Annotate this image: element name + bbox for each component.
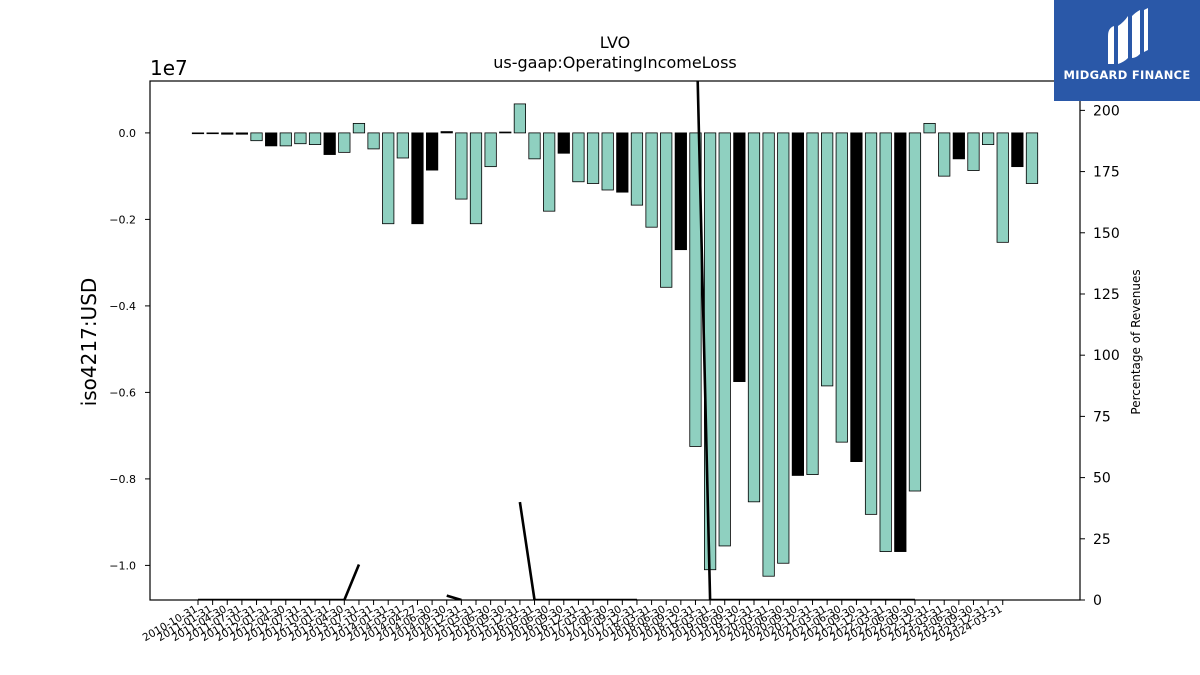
bar-23 — [528, 132, 541, 160]
bar-48 — [894, 132, 907, 552]
bar-22 — [513, 103, 527, 134]
bar-4 — [250, 132, 263, 142]
y-tick-label-3: −0.6 — [109, 386, 136, 399]
bar-6 — [279, 132, 292, 147]
bar-10 — [338, 132, 351, 153]
bar-36 — [718, 132, 731, 547]
line-series-group — [198, 81, 915, 600]
bar-14 — [396, 132, 409, 159]
line-segment-0 — [198, 564, 361, 600]
bar-9 — [323, 132, 336, 155]
chart-title: LVO — [600, 33, 630, 52]
bar-39 — [762, 132, 775, 577]
y2-tick-label-7: 175 — [1093, 165, 1120, 181]
y-tick-label-1: −0.2 — [109, 213, 136, 226]
bar-52 — [952, 132, 965, 160]
y-offset-text: 1e7 — [150, 56, 188, 80]
bar-56 — [1011, 132, 1024, 168]
bar-26 — [572, 132, 585, 183]
bar-24 — [543, 132, 556, 212]
bar-3 — [235, 132, 249, 135]
bar-31 — [645, 132, 658, 228]
bar-51 — [938, 132, 951, 177]
y2-tick-label-4: 100 — [1093, 348, 1120, 364]
line-segment-2 — [518, 501, 637, 600]
bar-42 — [806, 132, 819, 475]
bar-47 — [879, 132, 892, 552]
y-tick-label-0: 0.0 — [119, 127, 137, 140]
bar-53 — [967, 132, 980, 171]
y-tick-label-4: −0.8 — [109, 473, 136, 486]
y-ticks-group: 0.0 −0.2 −0.4 −0.6 −0.8 −1.0 — [109, 127, 150, 572]
bar-45 — [850, 132, 863, 463]
bar-17 — [440, 131, 453, 134]
bar-57 — [1025, 132, 1039, 184]
bar-27 — [586, 132, 600, 184]
bar-16 — [425, 132, 439, 171]
bar-28 — [601, 132, 614, 191]
bar-37 — [733, 132, 746, 382]
bar-46 — [864, 132, 878, 515]
bar-5 — [265, 132, 278, 147]
midgard-finance-logo: MIDGARD FINANCE — [1054, 0, 1200, 101]
bar-43 — [821, 132, 834, 387]
bar-1 — [206, 132, 219, 135]
x-ticks-group: 2010-10-312011-01-312011-04-302011-07-31… — [141, 600, 1004, 644]
y2-tick-label-8: 200 — [1093, 103, 1120, 119]
bar-49 — [908, 132, 922, 492]
bar-40 — [777, 132, 790, 564]
bar-30 — [630, 132, 644, 206]
bar-34 — [689, 132, 702, 447]
bar-35 — [704, 132, 717, 571]
y-tick-label-2: −0.4 — [109, 300, 136, 313]
y2-tick-label-2: 50 — [1093, 471, 1111, 487]
bar-2 — [221, 132, 234, 135]
bar-18 — [455, 132, 468, 200]
bar-38 — [747, 132, 761, 503]
bar-33 — [674, 132, 687, 251]
bar-54 — [982, 132, 995, 145]
bar-15 — [411, 132, 424, 225]
chart-subtitle: us-gaap:OperatingIncomeLoss — [493, 53, 737, 72]
y-axis-label: iso4217:USD — [77, 278, 101, 407]
bar-11 — [352, 122, 366, 134]
bar-29 — [616, 132, 629, 193]
y2-axis-label: Percentage of Revenues — [1129, 269, 1143, 414]
bar-20 — [484, 132, 497, 168]
bar-25 — [557, 132, 570, 154]
y2-tick-label-3: 75 — [1093, 409, 1111, 425]
logo-text: MIDGARD FINANCE — [1063, 68, 1191, 82]
y2-tick-label-0: 0 — [1093, 593, 1102, 609]
plot-frame — [149, 80, 1081, 601]
bar-12 — [367, 132, 380, 150]
y2-tick-label-6: 150 — [1093, 226, 1120, 242]
bar-0 — [191, 132, 205, 135]
bar-55 — [996, 132, 1009, 243]
y2-ticks-group: 0 25 50 75 100 125 150 175 200 — [1080, 103, 1120, 609]
bar-50 — [923, 122, 936, 134]
bar-32 — [660, 132, 673, 288]
bar-41 — [791, 132, 805, 476]
logo-mark-icon — [1108, 8, 1148, 64]
bar-7 — [294, 132, 307, 145]
bar-21 — [499, 131, 512, 134]
bar-44 — [835, 132, 848, 443]
bar-8 — [308, 132, 322, 145]
bars-group — [191, 103, 1039, 577]
y-tick-label-5: −1.0 — [109, 559, 136, 572]
bar-19 — [469, 132, 483, 225]
y2-tick-label-5: 125 — [1093, 287, 1120, 303]
y2-tick-label-1: 25 — [1093, 532, 1111, 548]
bar-13 — [382, 132, 395, 225]
line-segment-1 — [446, 594, 462, 600]
